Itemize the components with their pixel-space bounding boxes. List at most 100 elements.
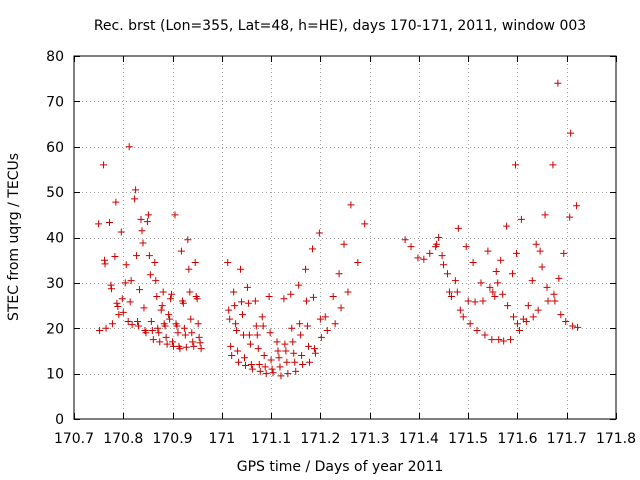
- data-point: [344, 288, 352, 296]
- data-point: [489, 288, 497, 296]
- data-point: [484, 247, 492, 255]
- data-point: [315, 229, 323, 237]
- data-point: [254, 345, 262, 353]
- data-point: [445, 288, 453, 296]
- data-point: [435, 234, 443, 241]
- data-point: [275, 354, 283, 362]
- axis-ticks: [74, 56, 617, 420]
- data-point: [274, 347, 282, 355]
- data-point: [243, 283, 251, 291]
- data-point: [479, 297, 487, 305]
- data-point: [447, 292, 455, 300]
- data-point: [304, 322, 312, 330]
- data-point: [108, 320, 116, 328]
- data-point: [438, 252, 446, 260]
- data-point: [155, 329, 163, 337]
- data-point: [473, 327, 481, 335]
- data-point: [290, 349, 298, 357]
- data-point: [532, 240, 540, 248]
- data-point: [299, 361, 307, 369]
- data-point: [165, 311, 173, 319]
- data-point: [284, 370, 292, 378]
- data-point: [481, 331, 489, 339]
- data-point: [491, 292, 499, 300]
- data-point: [453, 288, 461, 296]
- y-tick-label: 40: [46, 231, 64, 247]
- data-point: [239, 311, 247, 319]
- data-point: [237, 265, 245, 273]
- data-point: [184, 236, 192, 244]
- y-tick-label: 50: [46, 185, 64, 201]
- data-point: [159, 288, 167, 296]
- data-point: [261, 363, 269, 371]
- data-point: [121, 279, 129, 287]
- data-point: [310, 345, 318, 353]
- data-point: [139, 239, 147, 247]
- data-point: [247, 361, 255, 369]
- data-point: [462, 243, 470, 251]
- data-point: [145, 252, 153, 260]
- data-point: [174, 329, 182, 337]
- data-point: [456, 306, 464, 314]
- data-point: [244, 299, 252, 307]
- x-tick-labels: 170.7 170.8 170.9 171 171.1 171.2 171.3 171.4 17…: [54, 431, 636, 447]
- data-point: [569, 322, 577, 330]
- x-tick-label: 171.4: [399, 431, 439, 447]
- data-point: [260, 351, 268, 359]
- data-point: [522, 317, 530, 325]
- data-point: [543, 283, 551, 291]
- data-point: [528, 277, 536, 285]
- data-point: [277, 372, 285, 380]
- x-tick-label: 171.7: [547, 431, 587, 447]
- data-point: [197, 345, 205, 353]
- x-tick-label: 171.2: [300, 431, 340, 447]
- data-point: [281, 340, 289, 348]
- data-point: [311, 349, 319, 357]
- data-point: [266, 329, 274, 337]
- data-point: [557, 311, 565, 319]
- data-point: [488, 336, 496, 344]
- data-point: [135, 322, 143, 330]
- data-point: [96, 327, 104, 335]
- x-tick-label: 171.6: [497, 431, 537, 447]
- data-point: [551, 297, 559, 305]
- data-point: [100, 161, 108, 169]
- data-point: [167, 295, 175, 303]
- data-point: [187, 315, 195, 323]
- data-point: [510, 313, 518, 321]
- data-point: [503, 222, 511, 230]
- data-point: [107, 285, 115, 293]
- data-point: [126, 298, 134, 306]
- data-point: [538, 263, 546, 271]
- data-point: [298, 351, 306, 359]
- data-point: [511, 161, 519, 169]
- data-point: [114, 302, 122, 310]
- data-point: [134, 317, 142, 325]
- chart-title: Rec. brst (Lon=355, Lat=48, h=HE), days …: [94, 18, 586, 34]
- data-point: [195, 333, 203, 341]
- y-tick-label: 10: [46, 367, 64, 383]
- data-point: [560, 249, 568, 257]
- data-point: [161, 322, 169, 330]
- y-tick-label: 0: [55, 412, 64, 428]
- data-point: [196, 339, 204, 347]
- data-point: [173, 322, 181, 330]
- data-point: [495, 336, 503, 344]
- data-point: [401, 236, 409, 244]
- data-point: [148, 327, 156, 335]
- data-point: [555, 274, 563, 282]
- data-point: [574, 323, 582, 331]
- grid-lines: [74, 56, 616, 419]
- data-point: [238, 298, 246, 306]
- data-point: [157, 306, 165, 314]
- data-point: [562, 317, 570, 325]
- data-points: [95, 79, 582, 380]
- data-point: [303, 297, 311, 305]
- data-point: [567, 129, 575, 137]
- data-point: [454, 224, 462, 232]
- data-point: [154, 324, 162, 332]
- data-point: [231, 302, 239, 310]
- data-point: [105, 219, 113, 227]
- data-point: [224, 258, 232, 266]
- data-point: [268, 365, 276, 373]
